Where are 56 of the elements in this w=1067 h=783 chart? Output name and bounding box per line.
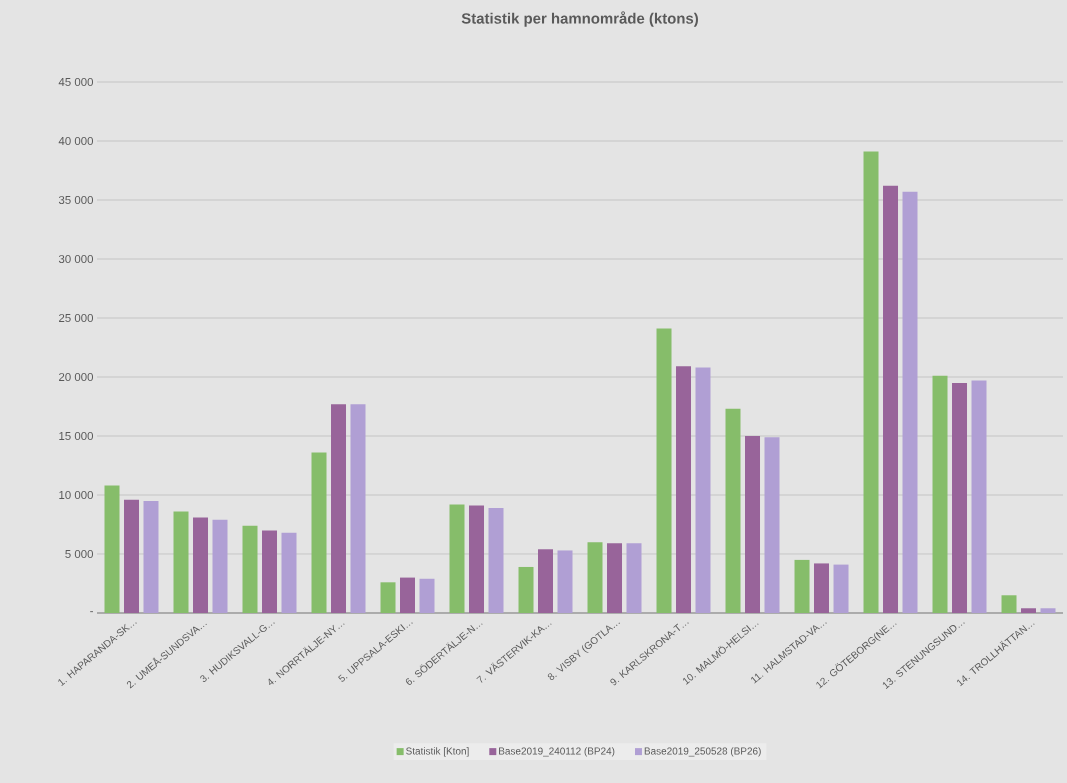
- bar: [193, 517, 209, 613]
- bar: [725, 408, 741, 613]
- bar: [212, 519, 228, 613]
- bar: [932, 375, 948, 613]
- y-tick-label: 10 000: [59, 490, 94, 500]
- bar: [242, 525, 258, 613]
- y-tick-label: 15 000: [59, 431, 94, 441]
- bar: [557, 550, 573, 613]
- y-tick-label: 45 000: [58, 77, 94, 87]
- bar: [104, 485, 120, 613]
- bar: [173, 511, 189, 613]
- bar: [281, 532, 297, 613]
- y-tick-label: -: [90, 611, 93, 613]
- legend-label: Base2019_240112 (BP24): [499, 747, 615, 757]
- chart-title: Statistik per hamnområde (ktons): [461, 11, 698, 27]
- bar: [676, 366, 692, 613]
- bar: [833, 564, 849, 613]
- bar: [971, 380, 987, 613]
- bar: [469, 505, 485, 613]
- bar: [538, 549, 554, 613]
- y-tick-label: 30 000: [58, 254, 94, 264]
- bar: [488, 507, 504, 613]
- legend-label: Base2019_250528 (BP26): [644, 747, 761, 757]
- bar: [656, 328, 672, 613]
- y-tick-label: 20 000: [59, 372, 94, 382]
- bar: [814, 563, 830, 613]
- bar: [764, 437, 780, 613]
- y-tick-label: 35 000: [58, 195, 94, 205]
- bar: [143, 500, 159, 613]
- bar: [902, 191, 918, 613]
- bar: [262, 530, 278, 613]
- y-tick-label: 40 000: [58, 136, 94, 146]
- bar: [1040, 608, 1056, 613]
- bar: [400, 577, 416, 613]
- bar: [607, 543, 623, 613]
- bar: [883, 185, 899, 613]
- bar: [863, 151, 879, 613]
- bar: [695, 367, 711, 613]
- y-tick-label: 25 000: [59, 313, 94, 323]
- bar: [449, 504, 465, 613]
- bar: [518, 566, 534, 613]
- y-tick-label: 5 000: [65, 549, 94, 559]
- bar: [350, 404, 366, 613]
- bar: [380, 582, 396, 613]
- bar: [1021, 608, 1037, 613]
- bar: [124, 499, 140, 613]
- bar: [745, 435, 761, 613]
- bar: [952, 382, 968, 613]
- bar: [794, 559, 810, 613]
- legend-label: Statistik [Kton]: [406, 747, 469, 757]
- bar: [331, 404, 347, 613]
- bar: [587, 542, 603, 613]
- bar: [626, 543, 642, 613]
- bar: [1001, 595, 1017, 613]
- bar: [419, 578, 435, 613]
- bar: [311, 452, 327, 613]
